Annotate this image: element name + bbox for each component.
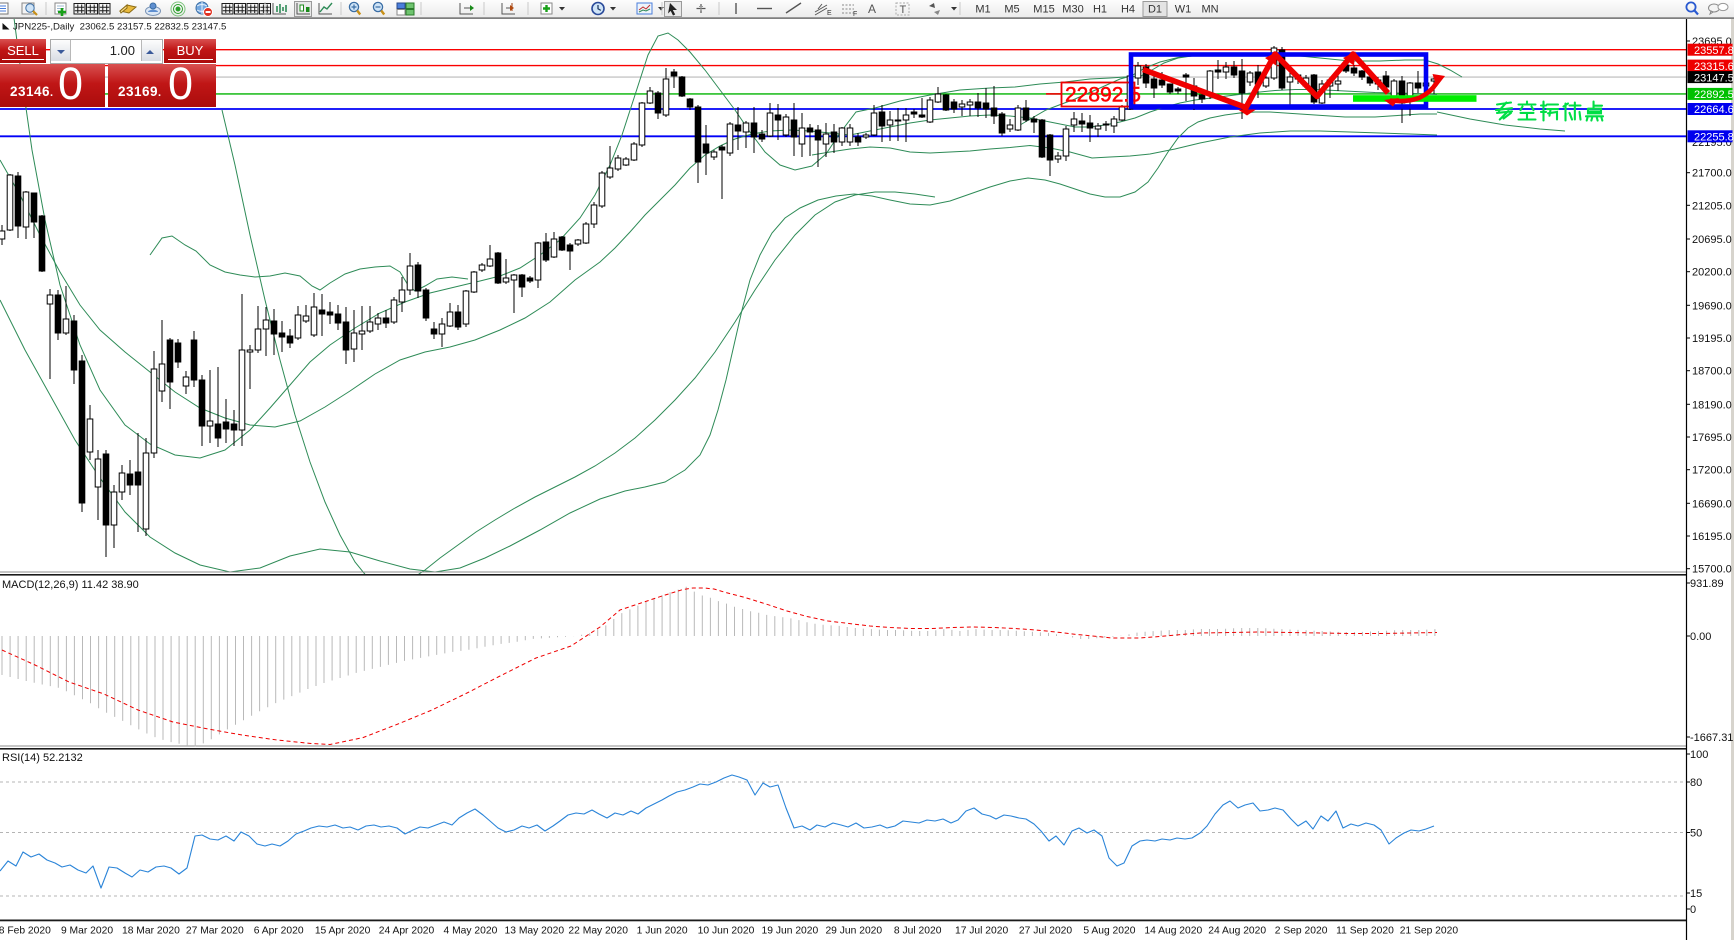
svg-text:16690.0: 16690.0: [1692, 498, 1732, 510]
svg-text:4 May 2020: 4 May 2020: [443, 926, 497, 937]
svg-text:27 Mar 2020: 27 Mar 2020: [186, 926, 244, 937]
svg-text:5 Aug 2020: 5 Aug 2020: [1083, 926, 1135, 937]
svg-text:M1: M1: [975, 4, 990, 16]
svg-text:14 Aug 2020: 14 Aug 2020: [1144, 926, 1202, 937]
svg-text:20200.0: 20200.0: [1692, 267, 1732, 279]
svg-text:20695.0: 20695.0: [1692, 234, 1732, 246]
svg-text:2 Sep 2020: 2 Sep 2020: [1275, 926, 1328, 937]
svg-text:22 May 2020: 22 May 2020: [568, 926, 628, 937]
svg-text:23147.5: 23147.5: [1694, 72, 1734, 84]
svg-text:A: A: [868, 2, 876, 16]
svg-text:50: 50: [1690, 828, 1702, 840]
svg-text:E: E: [827, 10, 832, 17]
svg-text:MACD(12,26,9) 11.42 38.90: MACD(12,26,9) 11.42 38.90: [2, 579, 139, 591]
svg-text:16195.0: 16195.0: [1692, 531, 1732, 543]
svg-text:19195.0: 19195.0: [1692, 333, 1732, 345]
svg-text:24 Apr 2020: 24 Apr 2020: [379, 926, 435, 937]
svg-text:21205.0: 21205.0: [1692, 200, 1732, 212]
svg-text:19690.0: 19690.0: [1692, 300, 1732, 312]
svg-text:6 Apr 2020: 6 Apr 2020: [254, 926, 304, 937]
svg-text:H1: H1: [1093, 4, 1107, 16]
svg-text:JPN225-,Daily 23062.5 23157.5: JPN225-,Daily 23062.5 23157.5 22832.5 23…: [13, 22, 226, 33]
svg-text:27 Jul 2020: 27 Jul 2020: [1019, 926, 1073, 937]
svg-text:22255.8: 22255.8: [1694, 132, 1734, 144]
svg-text:29 Jun 2020: 29 Jun 2020: [825, 926, 882, 937]
svg-text:10 Jun 2020: 10 Jun 2020: [698, 926, 755, 937]
svg-text:18700.0: 18700.0: [1692, 366, 1732, 378]
svg-text:22892.5: 22892.5: [1065, 84, 1141, 107]
svg-text:100: 100: [1690, 749, 1708, 761]
svg-text:1 Jun 2020: 1 Jun 2020: [637, 926, 688, 937]
svg-text:17200.0: 17200.0: [1692, 465, 1732, 477]
svg-text:24 Aug 2020: 24 Aug 2020: [1208, 926, 1266, 937]
svg-text:9 Mar 2020: 9 Mar 2020: [61, 926, 113, 937]
svg-text:M30: M30: [1062, 4, 1083, 16]
svg-text:15: 15: [1690, 888, 1702, 900]
svg-text:17 Jul 2020: 17 Jul 2020: [955, 926, 1009, 937]
svg-text:28 Feb 2020: 28 Feb 2020: [0, 926, 51, 937]
svg-text:80: 80: [1690, 777, 1702, 789]
svg-text:931.89: 931.89: [1690, 578, 1724, 590]
svg-text:M15: M15: [1033, 4, 1054, 16]
svg-text:M5: M5: [1004, 4, 1019, 16]
svg-text:W1: W1: [1175, 4, 1192, 16]
svg-text:D1: D1: [1148, 4, 1162, 16]
svg-text:13 May 2020: 13 May 2020: [505, 926, 565, 937]
svg-text:18 Mar 2020: 18 Mar 2020: [122, 926, 180, 937]
svg-text:11 Sep 2020: 11 Sep 2020: [1336, 926, 1394, 937]
svg-text:T: T: [900, 4, 907, 16]
svg-text:RSI(14) 52.2132: RSI(14) 52.2132: [2, 752, 83, 764]
svg-text:21 Sep 2020: 21 Sep 2020: [1400, 926, 1459, 937]
svg-text:22892.5: 22892.5: [1694, 89, 1734, 101]
svg-text:15700.0: 15700.0: [1692, 564, 1732, 576]
svg-text:8 Jul 2020: 8 Jul 2020: [894, 926, 942, 937]
svg-text:0.00: 0.00: [1690, 631, 1711, 643]
svg-text:F: F: [853, 11, 857, 18]
svg-text:17695.0: 17695.0: [1692, 432, 1732, 444]
svg-text:23557.8: 23557.8: [1694, 45, 1734, 57]
svg-text:MN: MN: [1201, 4, 1218, 16]
svg-text:18190.0: 18190.0: [1692, 399, 1732, 411]
svg-text:22664.6: 22664.6: [1694, 104, 1734, 116]
svg-text:19 Jun 2020: 19 Jun 2020: [762, 926, 819, 937]
svg-text:0: 0: [1690, 904, 1696, 916]
svg-text:H4: H4: [1121, 4, 1135, 16]
svg-text:23315.6: 23315.6: [1694, 61, 1734, 73]
svg-text:21700.0: 21700.0: [1692, 168, 1732, 180]
svg-text:-1667.31: -1667.31: [1690, 732, 1733, 744]
svg-text:15 Apr 2020: 15 Apr 2020: [315, 926, 371, 937]
